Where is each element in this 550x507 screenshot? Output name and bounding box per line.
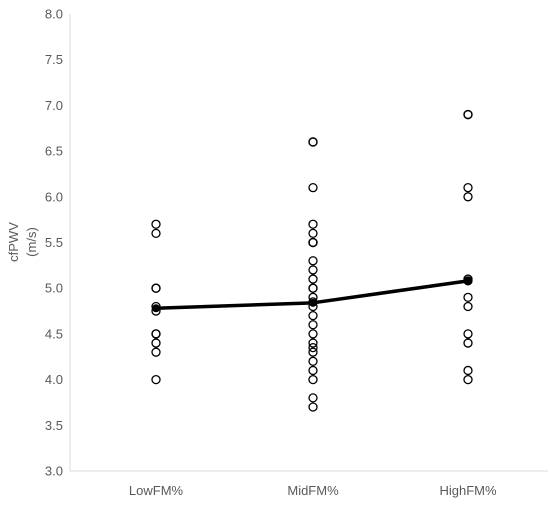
data-point (308, 393, 318, 403)
y-tick-label: 3.0 (45, 464, 63, 479)
data-point (463, 374, 473, 385)
data-point (308, 274, 318, 284)
x-tick-label: MidFM% (287, 483, 339, 498)
y-tick-label: 7.5 (45, 52, 63, 67)
data-point (308, 237, 318, 248)
y-tick-label: 3.5 (45, 418, 63, 433)
data-point (308, 342, 318, 353)
data-point (308, 137, 318, 147)
data-point (308, 329, 318, 339)
data-point (308, 356, 318, 366)
data-point (308, 338, 318, 348)
data-point (308, 402, 318, 412)
y-axis-title-line-2: (m/s) (24, 227, 39, 257)
data-point (151, 283, 161, 293)
y-axis-title: cfPWV (m/s) (6, 222, 39, 262)
data-point (308, 256, 318, 266)
data-point (151, 374, 161, 385)
x-tick-label: LowFM% (129, 483, 184, 498)
y-tick-labels: 3.0 3.5 4.0 4.5 5.0 5.5 6.0 6.5 7.0 7.5 8.0 (45, 7, 63, 479)
y-tick-label: 7.0 (45, 98, 63, 113)
y-tick-label: 6.5 (45, 144, 63, 159)
data-point (308, 374, 318, 385)
data-point (463, 301, 473, 312)
y-tick-label: 5.0 (45, 281, 63, 296)
data-point (308, 365, 318, 376)
y-tick-label: 4.5 (45, 326, 63, 341)
x-tick-label: HighFM% (439, 483, 497, 498)
data-point (308, 183, 318, 193)
data-point (308, 320, 318, 330)
mean-point (464, 276, 472, 285)
data-point (151, 219, 161, 229)
y-axis-title-line-1: cfPWV (6, 222, 21, 262)
x-tick-labels: LowFM% MidFM% HighFM% (129, 483, 497, 498)
data-point (463, 109, 473, 120)
data-point (463, 365, 473, 376)
data-point (151, 329, 161, 339)
y-tick-label: 6.0 (45, 189, 63, 204)
y-tick-label: 8.0 (45, 7, 63, 22)
data-markers (151, 109, 473, 412)
data-point (463, 338, 473, 348)
mean-point (152, 304, 160, 313)
data-point (308, 310, 318, 321)
data-point (463, 329, 473, 339)
data-point (463, 292, 473, 302)
data-point (308, 219, 318, 229)
data-point (308, 347, 318, 357)
data-point (151, 228, 161, 239)
data-point (463, 183, 473, 193)
data-point (463, 192, 473, 202)
data-point (151, 347, 161, 357)
mean-point (309, 298, 317, 307)
y-tick-label: 5.5 (45, 235, 63, 250)
data-point (308, 283, 318, 293)
data-point (308, 228, 318, 239)
axes (69, 14, 548, 472)
data-point (151, 338, 161, 348)
y-tick-label: 4.0 (45, 372, 63, 387)
mean-line (152, 276, 472, 313)
data-point (308, 265, 318, 275)
